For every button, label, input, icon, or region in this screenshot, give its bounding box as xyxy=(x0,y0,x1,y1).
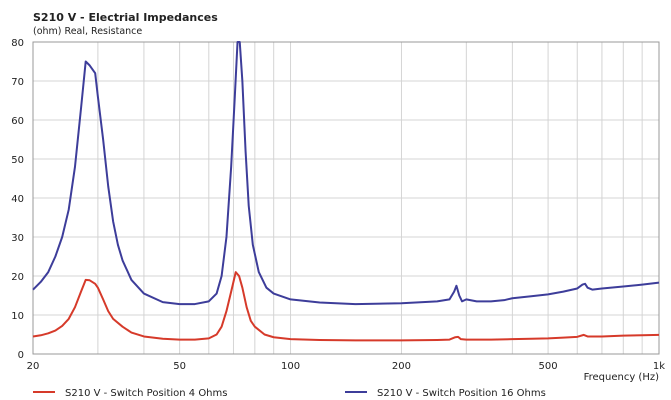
y-tick-label: 80 xyxy=(11,38,24,49)
x-tick-label: 50 xyxy=(173,361,186,372)
x-tick-label: 1k xyxy=(653,361,665,372)
y-tick-label: 70 xyxy=(11,77,24,88)
gridlines xyxy=(33,42,659,354)
y-tick-label: 50 xyxy=(11,155,24,166)
y-tick-label: 40 xyxy=(11,194,24,205)
y-tick-label: 30 xyxy=(11,233,24,244)
series-line xyxy=(32,41,660,306)
data-series xyxy=(32,41,660,342)
x-tick-label: 200 xyxy=(392,361,411,372)
x-tick-labels: 20 50 100 200 500 1k xyxy=(27,361,666,372)
y-tick-label: 0 xyxy=(18,350,24,361)
legend: S210 V - Switch Position 4 Ohms S210 V - … xyxy=(33,388,546,399)
y-tick-label: 10 xyxy=(11,311,24,322)
x-axis-label: Frequency (Hz) xyxy=(584,372,660,383)
chart-title: S210 V - Electrial Impedances xyxy=(33,11,218,24)
x-tick-label: 100 xyxy=(281,361,300,372)
plot-frame xyxy=(32,41,660,355)
legend-label: S210 V - Switch Position 4 Ohms xyxy=(65,388,227,399)
y-axis-label: (ohm) Real, Resistance xyxy=(33,26,142,37)
series-line xyxy=(32,271,660,342)
y-tick-label: 60 xyxy=(11,116,24,127)
y-tick-label: 20 xyxy=(11,272,24,283)
y-tick-labels: 0 10 20 30 40 50 60 70 80 xyxy=(11,38,24,361)
x-tick-label: 20 xyxy=(27,361,40,372)
x-tick-label: 500 xyxy=(539,361,558,372)
legend-label: S210 V - Switch Position 16 Ohms xyxy=(377,388,546,399)
